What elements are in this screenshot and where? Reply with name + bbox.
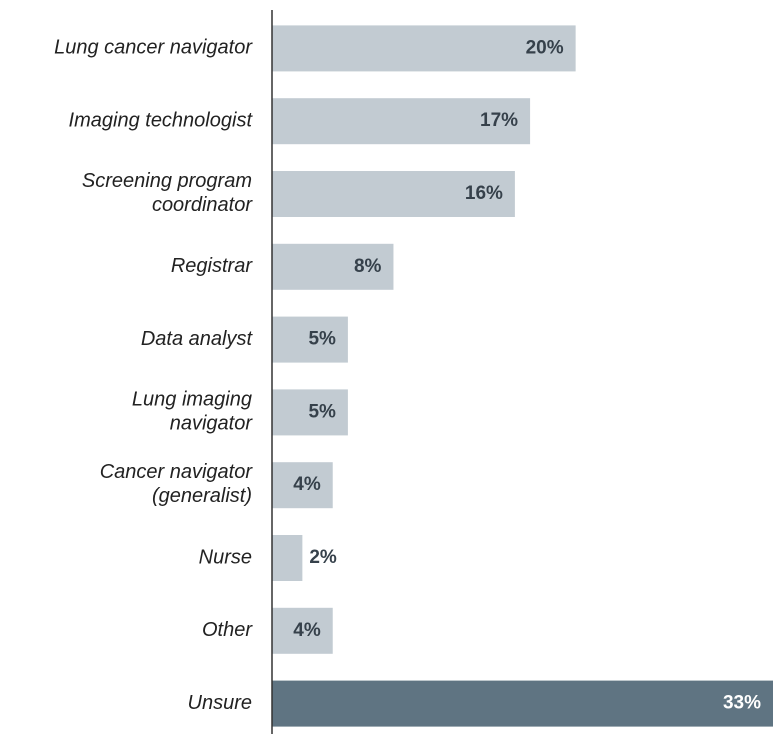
category-label: Registrar: [171, 255, 253, 277]
value-label: 16%: [465, 183, 503, 204]
category-label: Lung imaging navigator: [132, 389, 253, 435]
category-label: Nurse: [199, 546, 252, 568]
category-label: Imaging technologist: [69, 109, 254, 131]
bar: [272, 680, 773, 727]
bar: [272, 316, 348, 363]
bar: [272, 535, 303, 581]
value-label: 8%: [354, 256, 382, 277]
bar: [272, 171, 515, 217]
value-label: 17%: [480, 110, 518, 131]
category-label: Other: [202, 619, 253, 641]
value-label: 2%: [309, 547, 337, 568]
bar: [272, 98, 531, 145]
category-label: Data analyst: [141, 328, 254, 350]
category-label: Unsure: [188, 692, 252, 714]
category-label: Lung cancer navigator: [54, 37, 253, 59]
bar: [272, 243, 394, 290]
bar: [272, 462, 333, 509]
value-label: 33%: [723, 693, 761, 714]
value-label: 4%: [293, 620, 321, 641]
category-label: Screening program coordinator: [82, 170, 253, 216]
value-label: 4%: [293, 474, 321, 495]
value-label: 20%: [526, 37, 564, 58]
value-label: 5%: [308, 401, 336, 422]
category-label: Cancer navigator (generalist): [100, 461, 254, 507]
value-label: 5%: [308, 329, 336, 350]
bar: [272, 25, 576, 72]
bar: [272, 607, 333, 654]
bar: [272, 389, 348, 436]
